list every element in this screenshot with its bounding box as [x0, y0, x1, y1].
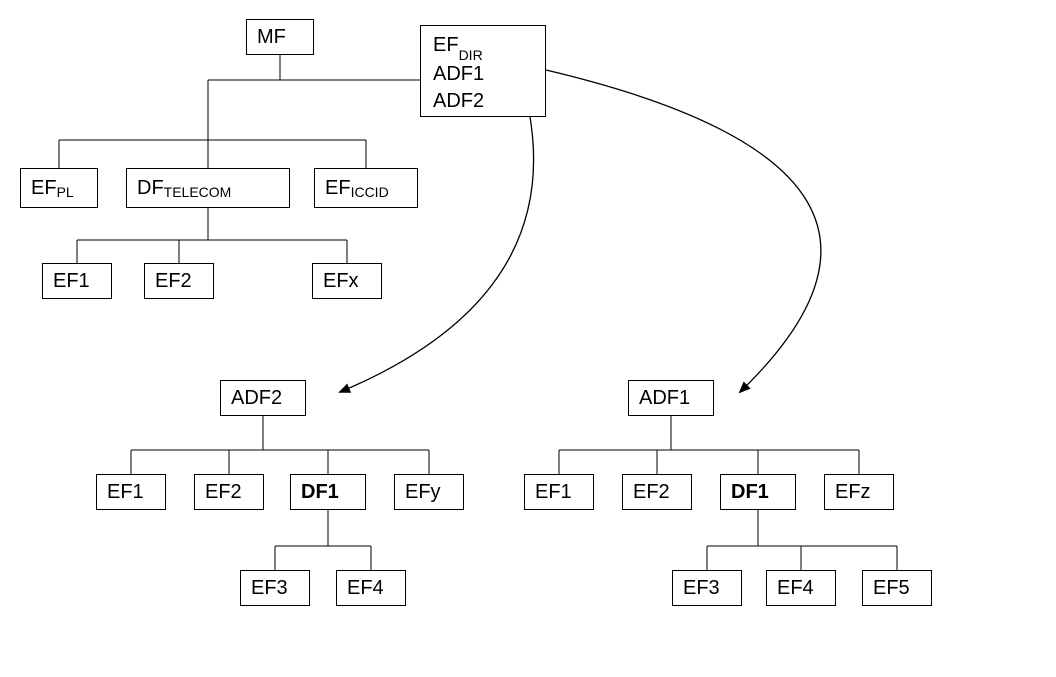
node-subscript: TELECOM — [164, 184, 232, 201]
node-label: EFz — [835, 480, 871, 504]
node-label: EF2 — [205, 480, 242, 504]
node-subscript: DIR — [459, 47, 483, 63]
node-df1c: DF1 — [720, 474, 796, 510]
node-label: ADF1 — [433, 63, 484, 85]
node-label: EF1 — [53, 269, 90, 293]
node-label: ADF1 — [639, 386, 690, 410]
node-ef2b: EF2 — [194, 474, 264, 510]
node-label: EF — [325, 176, 351, 200]
node-efyb: EFy — [394, 474, 464, 510]
node-efpl: EFPL — [20, 168, 98, 208]
node-label: EF5 — [873, 576, 910, 600]
node-eficcid: EFICCID — [314, 168, 418, 208]
diagram-canvas: MFEFDIRADF1ADF2EFPLDFTELECOMEFICCIDEF1EF… — [0, 0, 1056, 677]
node-efzc: EFz — [824, 474, 894, 510]
node-line: ADF1 — [433, 61, 533, 88]
node-label: EF2 — [633, 480, 670, 504]
node-label: EF4 — [777, 576, 814, 600]
node-ef2a: EF2 — [144, 263, 214, 299]
node-ef2c: EF2 — [622, 474, 692, 510]
node-label: EFy — [405, 480, 441, 504]
node-dftelecom: DFTELECOM — [126, 168, 290, 208]
node-efdir: EFDIRADF1 ADF2 — [420, 25, 546, 117]
node-df1b: DF1 — [290, 474, 366, 510]
node-ef5c: EF5 — [862, 570, 932, 606]
node-ef1c: EF1 — [524, 474, 594, 510]
node-label: DF1 — [731, 480, 769, 504]
node-label: DF1 — [301, 480, 339, 504]
node-label: EF1 — [107, 480, 144, 504]
node-line: ADF2 — [433, 88, 533, 115]
node-label: EF — [433, 34, 459, 56]
node-label: EF4 — [347, 576, 384, 600]
node-adf2: ADF2 — [220, 380, 306, 416]
node-adf1: ADF1 — [628, 380, 714, 416]
node-label: ADF2 — [433, 90, 484, 112]
node-ef4c: EF4 — [766, 570, 836, 606]
node-ef1b: EF1 — [96, 474, 166, 510]
node-label: EF — [31, 176, 57, 200]
node-label: MF — [257, 25, 286, 49]
node-ef1a: EF1 — [42, 263, 112, 299]
node-ef4b: EF4 — [336, 570, 406, 606]
node-line: EFDIR — [433, 32, 533, 61]
node-ef3c: EF3 — [672, 570, 742, 606]
node-ef3b: EF3 — [240, 570, 310, 606]
node-label: EF2 — [155, 269, 192, 293]
node-label: DF — [137, 176, 164, 200]
node-subscript: PL — [57, 184, 74, 201]
node-efxa: EFx — [312, 263, 382, 299]
node-label: EF1 — [535, 480, 572, 504]
node-label: EF3 — [251, 576, 288, 600]
node-label: EF3 — [683, 576, 720, 600]
node-label: ADF2 — [231, 386, 282, 410]
node-subscript: ICCID — [351, 184, 389, 201]
node-label: EFx — [323, 269, 359, 293]
node-mf: MF — [246, 19, 314, 55]
